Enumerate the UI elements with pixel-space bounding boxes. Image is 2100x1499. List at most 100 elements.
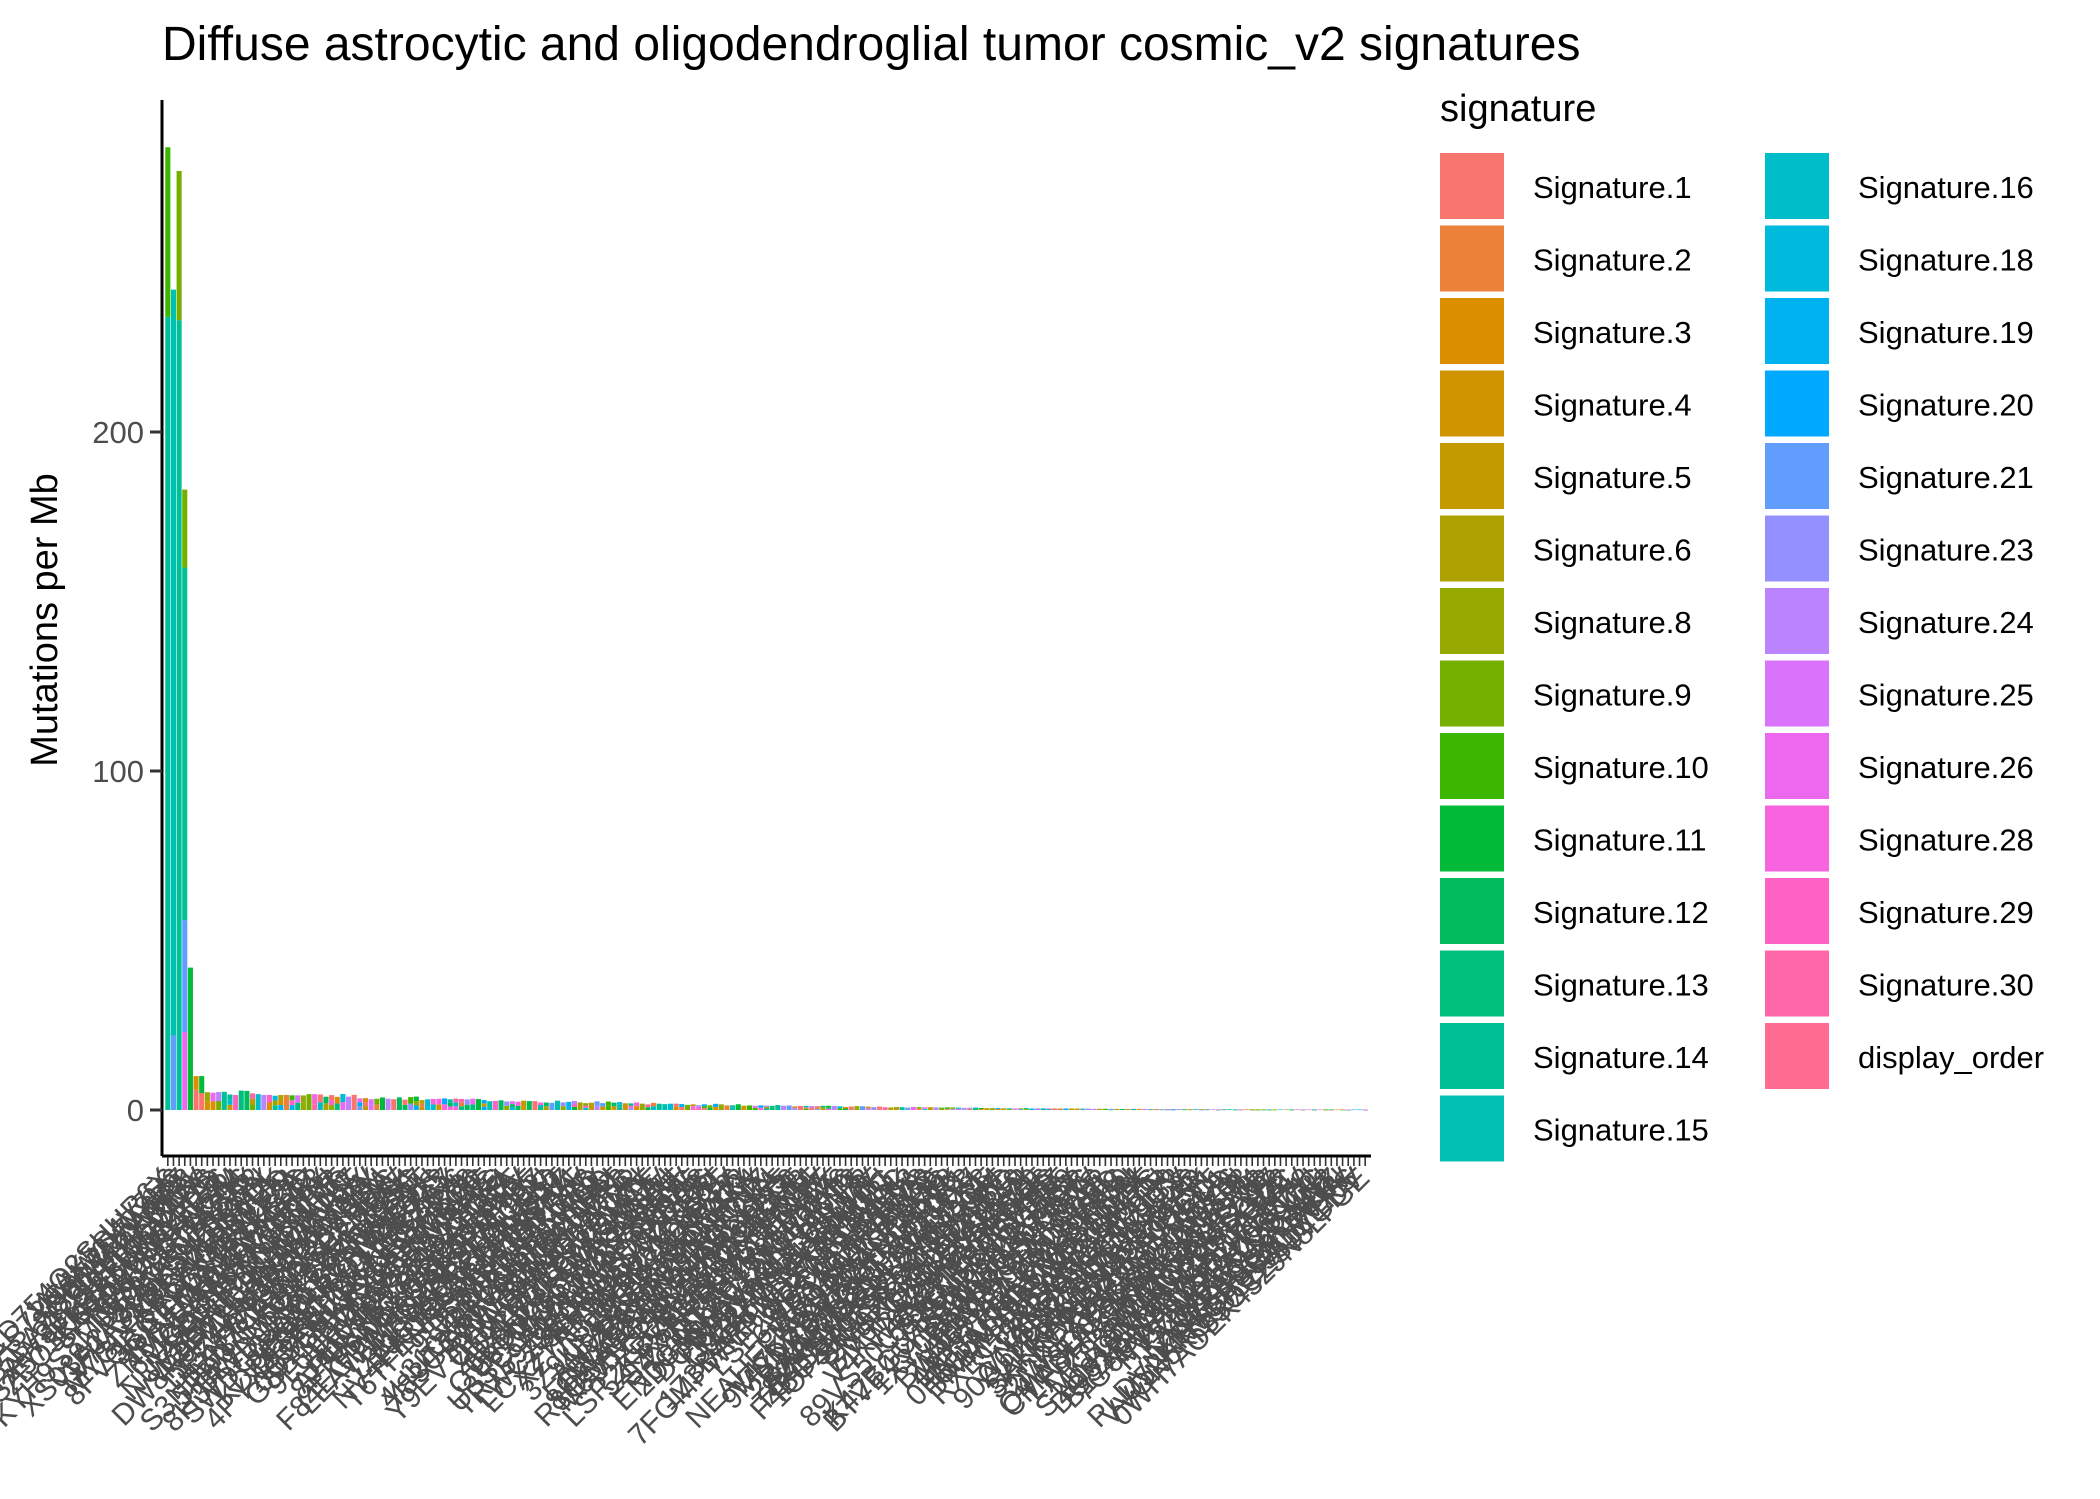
bar-segment <box>831 1106 837 1110</box>
bar-segment <box>662 1104 668 1110</box>
bar-segment <box>1311 1109 1317 1111</box>
bar-segment <box>1074 1108 1080 1110</box>
bar-segment <box>752 1105 758 1108</box>
bar-segment <box>1260 1109 1267 1110</box>
legend-label: Signature.4 <box>1533 388 1692 423</box>
bar-segment <box>696 1105 702 1107</box>
bar-segment <box>329 1100 335 1106</box>
bar-segment <box>447 1099 453 1103</box>
bar-segment <box>696 1106 702 1109</box>
bar-segment <box>1170 1109 1176 1110</box>
bar-segment <box>639 1103 645 1110</box>
bar-segment <box>385 1098 391 1110</box>
bar-segment <box>458 1098 465 1103</box>
bar-segment <box>910 1106 916 1110</box>
legend-key <box>1440 805 1504 872</box>
legend-label: Signature.3 <box>1533 315 1692 350</box>
bar-segment <box>617 1107 623 1110</box>
bar-segment <box>571 1106 578 1110</box>
bar-segment <box>351 1094 357 1110</box>
y-axis-label: Mutations per Mb <box>24 473 66 767</box>
bar-segment <box>1227 1109 1233 1110</box>
bar-segment <box>1006 1108 1012 1110</box>
bar-segment <box>266 1094 273 1103</box>
bar-segment <box>1193 1109 1199 1110</box>
bar-segment <box>1006 1109 1012 1110</box>
bar-segment <box>600 1103 606 1107</box>
bar-segment <box>803 1106 809 1108</box>
bar-segment <box>758 1105 764 1108</box>
legend-key <box>1765 225 1829 292</box>
bar-segment <box>204 1092 210 1102</box>
legend-key <box>1440 733 1504 799</box>
bar-segment <box>1345 1109 1351 1111</box>
bar-segment <box>718 1104 724 1110</box>
bar-segment <box>1097 1108 1103 1110</box>
bar-segment <box>1153 1109 1159 1111</box>
legend-label: Signature.11 <box>1533 823 1707 858</box>
legend-label: Signature.9 <box>1533 678 1692 713</box>
bar-segment <box>899 1107 905 1110</box>
legend-label: Signature.21 <box>1858 460 2034 495</box>
bar-segment <box>1035 1108 1041 1110</box>
legend-label: Signature.23 <box>1858 533 2034 568</box>
bar-segment <box>939 1108 945 1110</box>
bar-segment <box>1085 1108 1091 1110</box>
bar-segment <box>769 1107 775 1110</box>
bar-segment <box>882 1107 888 1110</box>
bar-segment <box>317 1094 323 1103</box>
legend-label: Signature.28 <box>1858 823 2034 858</box>
bar-segment <box>1255 1109 1261 1110</box>
bar-segment <box>651 1102 657 1107</box>
bar-segment <box>532 1101 538 1110</box>
bar-segment <box>329 1095 335 1101</box>
legend-key <box>1765 370 1829 437</box>
bar-segment <box>408 1097 414 1104</box>
bar-segment <box>950 1109 956 1110</box>
bar-segment <box>628 1107 634 1110</box>
bar-segment <box>679 1107 685 1110</box>
bar-segment <box>588 1102 594 1110</box>
legend-label: Signature.20 <box>1858 388 2034 423</box>
bar-segment <box>250 1093 256 1099</box>
bar-segment <box>266 1102 273 1110</box>
bar-segment <box>250 1098 256 1105</box>
bar-segment <box>165 147 171 317</box>
legend-key <box>1440 1023 1504 1089</box>
bar-segment <box>1283 1109 1289 1111</box>
bar-segment <box>176 170 182 321</box>
bar-segment <box>780 1105 786 1110</box>
bar-segment <box>656 1103 662 1110</box>
bar-segment <box>1181 1109 1187 1110</box>
bar-segment <box>707 1105 713 1108</box>
bar-segment <box>1362 1109 1368 1111</box>
bar-segment <box>645 1104 651 1108</box>
x-ticks <box>167 1157 1366 1166</box>
bar-segment <box>605 1105 611 1110</box>
bar-segment <box>436 1098 442 1105</box>
bar-segment <box>492 1100 498 1110</box>
bar-segment <box>826 1107 832 1109</box>
bar-segment <box>763 1108 770 1110</box>
bar-segment <box>470 1104 476 1110</box>
legend: signature Signature.1 Signature.2 Signatur… <box>1440 88 2044 1162</box>
bar-segment <box>594 1101 600 1106</box>
y-tick-label: 0 <box>127 1093 144 1128</box>
bar-segment <box>583 1105 589 1108</box>
bar-segment <box>792 1106 798 1109</box>
bar-segment <box>487 1101 493 1110</box>
y-tick-label: 200 <box>92 415 144 450</box>
bar-segment <box>210 1101 216 1110</box>
bar-segment <box>549 1102 555 1110</box>
bar-segment <box>786 1105 792 1110</box>
bar-segment <box>1244 1109 1250 1110</box>
bar-segment <box>1249 1109 1255 1110</box>
bar-segment <box>1046 1109 1052 1111</box>
bar-segment <box>961 1109 967 1110</box>
bar-segment <box>176 320 182 1110</box>
bar-segment <box>1057 1108 1063 1110</box>
bar-segment <box>362 1102 369 1107</box>
bar-segment <box>1040 1108 1046 1109</box>
bar-segment <box>1289 1109 1295 1111</box>
bar-segment <box>995 1108 1001 1110</box>
